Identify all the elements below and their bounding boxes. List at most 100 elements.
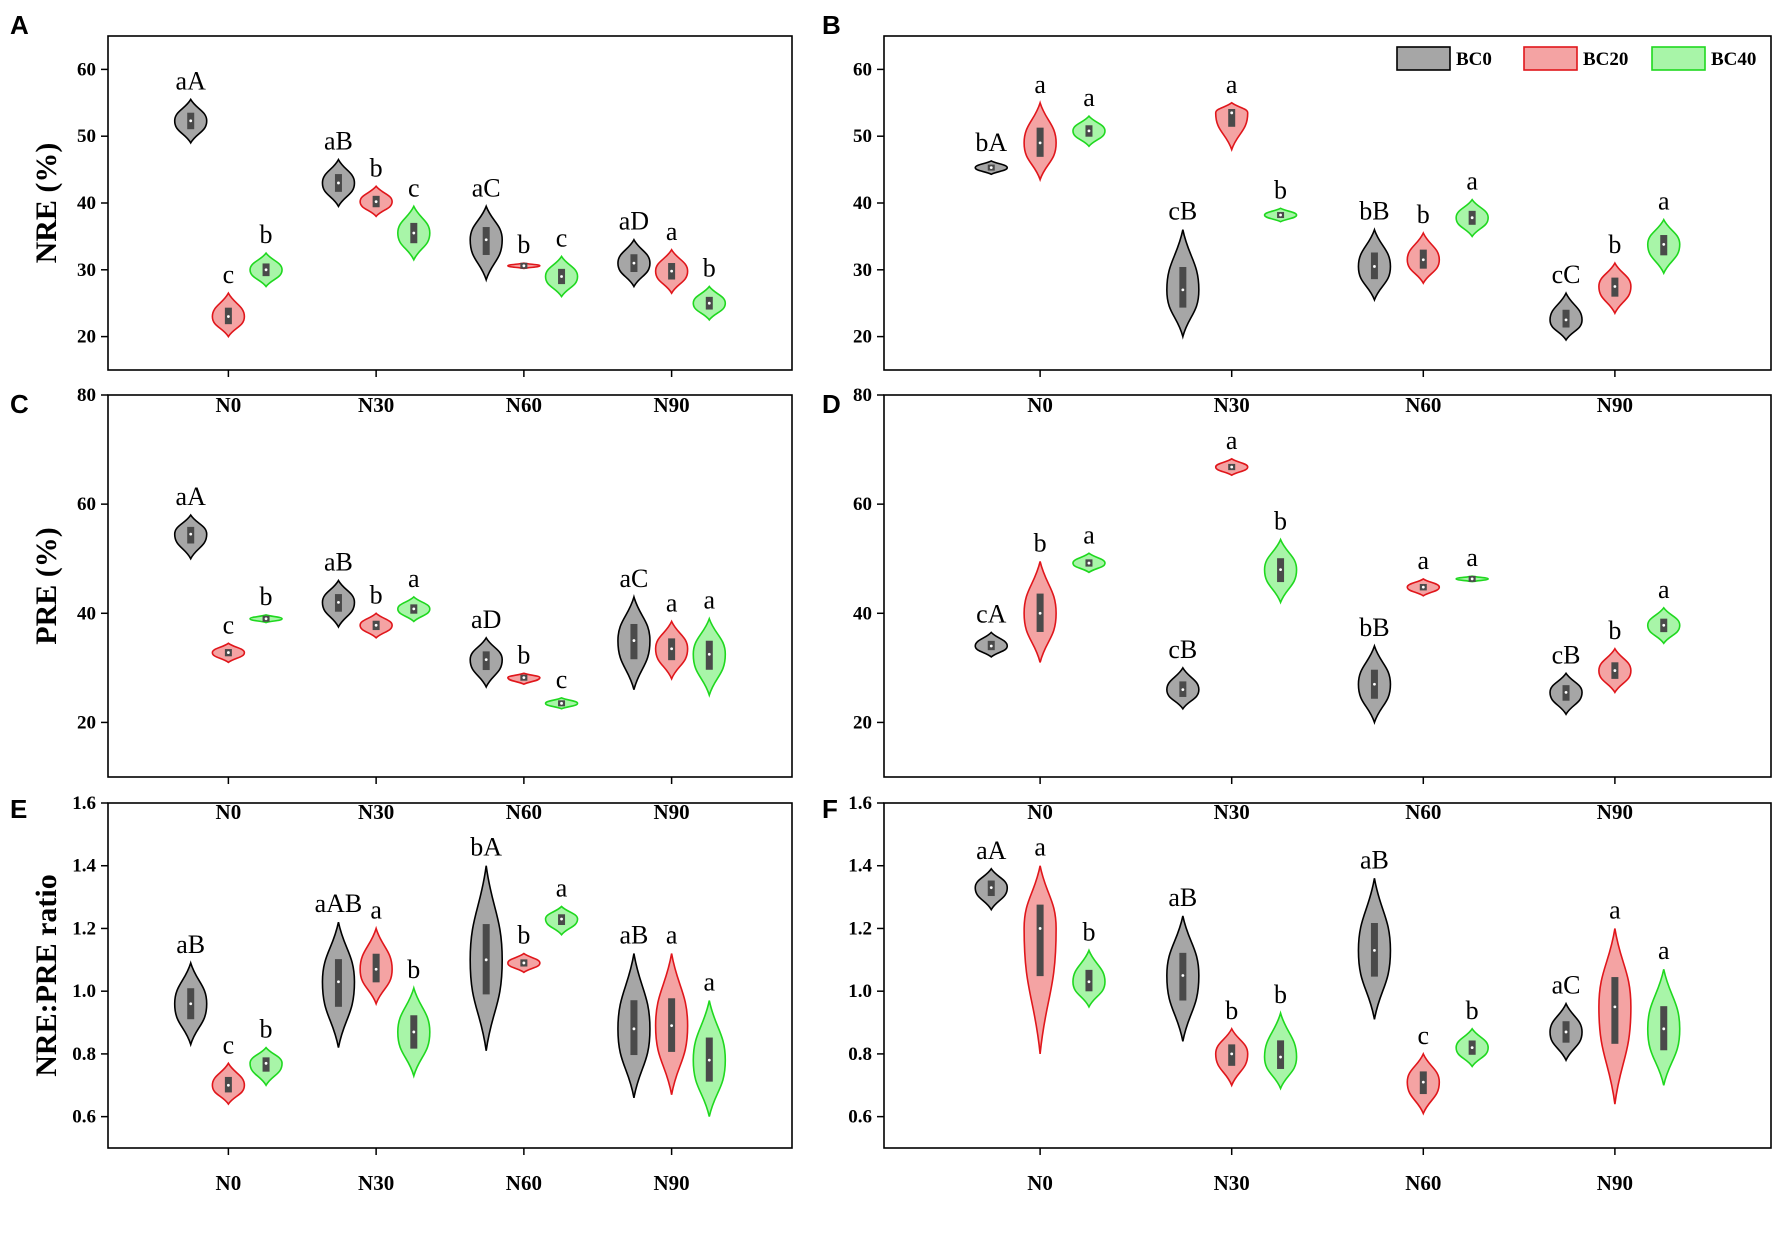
median-marker (670, 647, 674, 651)
violin-bc20-n0: a (1023, 70, 1057, 183)
median-marker (337, 600, 340, 604)
median-marker (1662, 243, 1666, 246)
violin-bc20-n30: a (1214, 426, 1249, 477)
significance-label: a (556, 874, 568, 903)
median-marker (1470, 216, 1474, 220)
significance-label: aC (1552, 971, 1581, 1000)
x-tick-label: N0 (216, 800, 242, 824)
violin-bc0-n60: bB (1357, 613, 1392, 726)
violin-bc0-n30: aAB (315, 889, 362, 1048)
y-tick-label: 1.0 (848, 981, 872, 1002)
legend-swatch-bc40 (1651, 46, 1706, 71)
violin-bc0-n60: aD (469, 605, 503, 689)
median-marker (632, 639, 636, 642)
violin-box (1036, 904, 1044, 977)
violin-bc0-n90: aC (617, 564, 651, 690)
median-marker (374, 200, 378, 204)
significance-label: a (1658, 575, 1670, 604)
y-tick-label: 0.6 (72, 1107, 96, 1128)
y-tick-label: 20 (77, 327, 96, 348)
violin-bc20-n60: b (1406, 200, 1441, 285)
panel-letter: B (822, 10, 841, 40)
violin-bc40-n30: a (397, 564, 431, 623)
x-tick-label: N30 (358, 393, 394, 417)
x-tick-label: N60 (1405, 800, 1441, 824)
x-tick-label: N30 (358, 1171, 394, 1195)
median-marker (484, 958, 488, 962)
y-tick-label: 0.6 (848, 1107, 872, 1128)
median-marker (1087, 980, 1091, 984)
y-tick-label: 20 (853, 327, 872, 348)
median-marker (1564, 691, 1568, 694)
panel-e: E 0.6 0.8 1.0 1.2 1.4 1.6 NRE:PRE ratio N0 N30 N60… (10, 793, 793, 1195)
significance-label: cB (1168, 635, 1197, 664)
median-marker (412, 607, 416, 611)
significance-label: b (1608, 230, 1621, 259)
median-marker (264, 617, 268, 621)
violin-bc40-n60: b (1455, 996, 1489, 1068)
legend-label-bc40: BC40 (1711, 49, 1756, 70)
violin-bc0-n60: aB (1357, 845, 1392, 1020)
x-tick-label: N30 (1214, 800, 1250, 824)
significance-label: aB (619, 921, 648, 950)
significance-label: c (556, 665, 568, 694)
median-marker (989, 886, 993, 890)
median-marker (412, 231, 416, 235)
significance-label: a (1034, 833, 1046, 862)
y-axis-label: NRE:PRE ratio (30, 874, 63, 1076)
x-tick-label: N0 (1027, 393, 1053, 417)
significance-label: b (370, 580, 383, 609)
y-tick-label: 40 (853, 603, 872, 624)
violin-bc20-n30: b (359, 153, 393, 218)
x-tick-label: N30 (358, 800, 394, 824)
legend-swatch-bc0 (1396, 46, 1451, 71)
significance-label: c (223, 260, 235, 289)
significance-label: cA (976, 599, 1007, 628)
significance-label: b (1225, 996, 1238, 1025)
violin-bc40-n90: a (1646, 575, 1681, 645)
x-tick-label: N0 (1027, 1171, 1053, 1195)
violin-bc40-n0: b (249, 582, 283, 624)
x-tick-label: N90 (654, 393, 690, 417)
median-marker (1279, 213, 1282, 217)
median-marker (522, 961, 526, 965)
median-marker (1087, 129, 1091, 133)
violin-bc40-n30: b (1263, 980, 1298, 1091)
median-marker (1613, 1005, 1617, 1009)
median-marker (1613, 285, 1617, 288)
significance-label: aB (1360, 845, 1389, 874)
significance-label: c (1418, 1021, 1430, 1050)
violin-bc40-n0: b (249, 1015, 283, 1087)
y-tick-label: 60 (77, 59, 96, 80)
significance-label: aB (1168, 883, 1197, 912)
significance-label: a (1226, 426, 1238, 455)
y-tick-label: 60 (853, 59, 872, 80)
y-tick-label: 50 (77, 126, 96, 147)
violin-bc0-n60: bB (1357, 197, 1392, 303)
y-tick-label: 30 (853, 260, 872, 281)
x-tick-label: N0 (1027, 800, 1053, 824)
x-tick-label: N0 (216, 1171, 242, 1195)
median-marker (484, 658, 488, 662)
median-marker (522, 264, 526, 268)
median-marker (1038, 927, 1042, 930)
violin-bc40-n30: c (397, 173, 431, 262)
significance-label: bB (1359, 613, 1389, 642)
significance-label: aD (619, 207, 649, 236)
violin-bc20-n60: b (507, 921, 541, 974)
median-marker (560, 917, 563, 921)
significance-label: aB (176, 930, 205, 959)
violin-bc40-n60: a (544, 874, 579, 937)
significance-label: aB (324, 548, 353, 577)
y-axis-label: NRE (%) (30, 143, 63, 264)
median-marker (374, 967, 378, 971)
significance-label: a (1418, 546, 1430, 575)
panel-letter: C (10, 389, 29, 419)
significance-label: b (407, 955, 420, 984)
violin-bc40-n0: b (249, 220, 283, 288)
y-tick-label: 0.8 (848, 1044, 872, 1065)
median-marker (1279, 1055, 1282, 1059)
median-marker (989, 166, 993, 169)
